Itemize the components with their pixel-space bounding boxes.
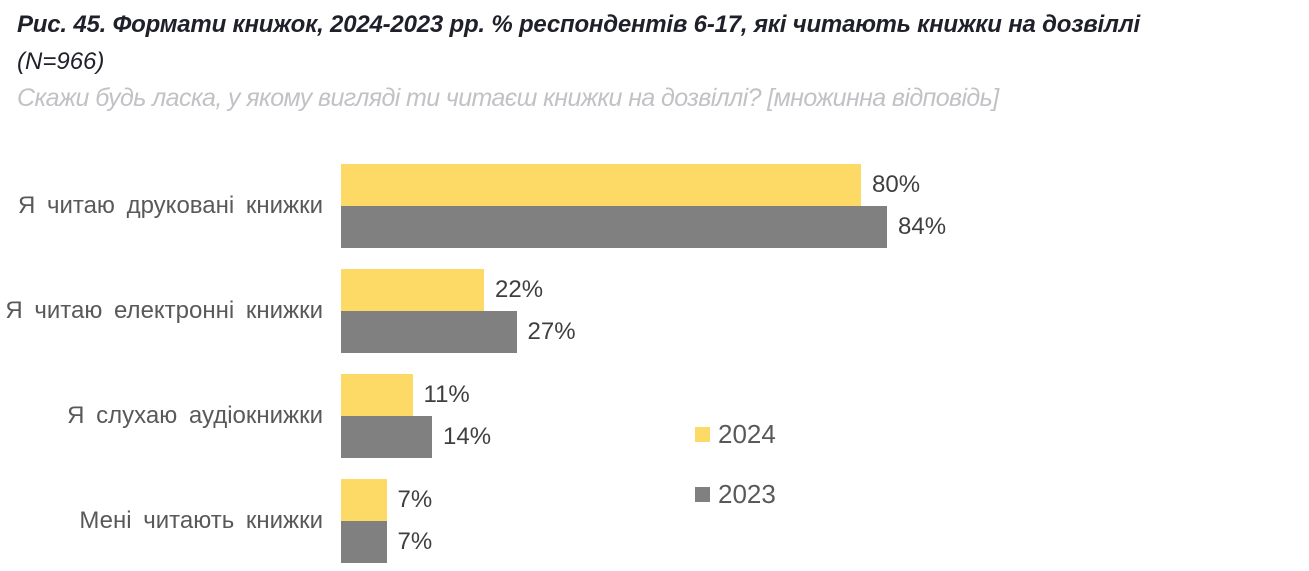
figure-title: Рис. 45. Формати книжок, 2024-2023 рр. %… <box>17 11 1140 38</box>
chart-row: Я слухаю аудіокнижки 11% 14% <box>0 374 1309 458</box>
category-label: Я читаю електронні книжки <box>5 297 323 324</box>
category-label: Я слухаю аудіокнижки <box>67 402 323 429</box>
chart-row: Я читаю друковані книжки 80% 84% <box>0 164 1309 248</box>
bar-chart: Я читаю друковані книжки 80% 84% Я читаю ел… <box>0 164 1309 571</box>
bar-2023 <box>341 206 887 248</box>
bar-line-2023: 14% <box>341 416 491 458</box>
legend-item-2023: 2023 <box>695 479 776 509</box>
chart-header: Рис. 45. Формати книжок, 2024-2023 рр. %… <box>17 6 1287 113</box>
bar-pair: 80% 84% <box>341 164 946 248</box>
category-label: Я читаю друковані книжки <box>17 192 323 219</box>
bar-line-2024: 80% <box>341 164 946 206</box>
bar-line-2023: 7% <box>341 521 432 563</box>
sample-size: (N=966) <box>17 48 105 75</box>
bar-value-label: 14% <box>443 423 492 450</box>
bar-line-2024: 22% <box>341 269 576 311</box>
bar-value-label: 11% <box>423 381 470 408</box>
bar-value-label: 7% <box>397 486 433 513</box>
bar-line-2023: 27% <box>341 311 576 353</box>
bar-2024 <box>341 374 413 416</box>
bar-2024 <box>341 479 387 521</box>
bar-value-label: 80% <box>872 171 921 198</box>
bar-2023 <box>341 521 387 563</box>
legend-item-2024: 2024 <box>695 419 776 449</box>
bar-pair: 22% 27% <box>341 269 576 353</box>
bar-pair: 7% 7% <box>341 479 432 563</box>
bar-line-2024: 11% <box>341 374 491 416</box>
bar-2024 <box>341 164 861 206</box>
bar-pair: 11% 14% <box>341 374 491 458</box>
bar-line-2024: 7% <box>341 479 432 521</box>
bar-line-2023: 84% <box>341 206 946 248</box>
legend-label: 2023 <box>718 478 776 509</box>
chart-legend: 2024 2023 <box>695 419 776 539</box>
chart-row: Я читаю електронні книжки 22% 27% <box>0 269 1309 353</box>
legend-label: 2024 <box>718 418 776 449</box>
bar-2023 <box>341 416 432 458</box>
legend-swatch-icon <box>695 426 710 442</box>
bar-2023 <box>341 311 517 353</box>
bar-value-label: 27% <box>527 318 576 345</box>
bar-value-label: 7% <box>397 528 433 555</box>
bar-value-label: 22% <box>495 276 544 303</box>
category-label: Мені читають книжки <box>79 507 323 534</box>
bar-value-label: 84% <box>898 213 947 240</box>
chart-row: Мені читають книжки 7% 7% <box>0 479 1309 563</box>
bar-2024 <box>341 269 484 311</box>
question-subtitle: Скажи будь ласка, у якому вигляді ти чит… <box>17 84 999 112</box>
legend-swatch-icon <box>695 486 710 502</box>
